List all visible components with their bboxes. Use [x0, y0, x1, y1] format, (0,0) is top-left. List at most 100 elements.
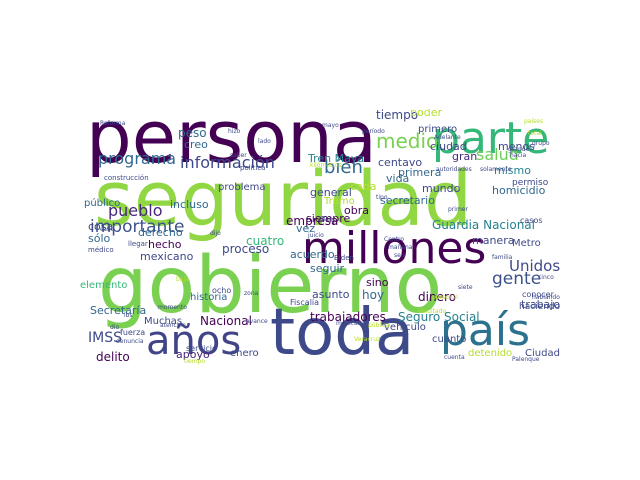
word: cinco — [538, 274, 554, 281]
word: tiempo — [184, 358, 206, 365]
word: país — [440, 305, 531, 356]
word: apoyo — [176, 348, 210, 361]
word: parte — [432, 113, 550, 164]
word: lado — [258, 138, 271, 145]
word: Nacional — [200, 314, 252, 328]
word: Seguro Social — [398, 310, 480, 324]
word: kilómetros — [310, 162, 342, 169]
word: permiso — [512, 178, 549, 188]
word: cuenta — [444, 354, 465, 361]
word: Centro — [384, 236, 405, 243]
word: tiempo — [376, 109, 419, 122]
word: Biden — [334, 254, 354, 262]
word: importante — [90, 217, 185, 237]
word: Muchas — [144, 316, 183, 327]
word: años — [146, 318, 242, 364]
word: Ciudad — [525, 348, 560, 359]
word: medio — [376, 129, 439, 153]
word: personal — [432, 294, 458, 301]
word: países — [524, 118, 544, 125]
word: centavo — [378, 156, 423, 169]
word: Guardia Nacional — [432, 218, 535, 232]
word: vida — [386, 172, 410, 185]
word: seis — [394, 252, 406, 259]
word: médico — [88, 246, 114, 254]
word: IMSS — [88, 330, 122, 346]
word: derecho — [138, 226, 183, 239]
word: baja — [176, 276, 189, 283]
word: cosa — [88, 220, 114, 233]
word: acuerdo — [290, 248, 335, 261]
word: avance — [246, 318, 268, 325]
word: mayo — [322, 122, 339, 129]
word: tipo — [376, 194, 388, 201]
word: información — [180, 153, 275, 172]
word: homicidio — [492, 184, 546, 197]
word: familia — [492, 254, 513, 261]
word: gente — [492, 269, 542, 289]
word: peso — [178, 126, 207, 140]
word: Tramo — [324, 196, 355, 207]
word: Veracruz — [354, 336, 381, 343]
word: saber — [230, 152, 247, 159]
word: ciudad — [430, 140, 467, 153]
word: público — [84, 198, 121, 209]
word: ibs — [124, 312, 133, 319]
word: gran — [452, 150, 478, 163]
word: Unidos — [509, 257, 560, 275]
word: poder — [410, 109, 442, 119]
word: grande — [508, 146, 530, 153]
word: autoridades — [436, 166, 472, 173]
word: dinero — [418, 290, 456, 304]
word: historia — [190, 292, 228, 303]
word: menos — [498, 140, 535, 153]
word: período — [362, 128, 385, 135]
word: primer — [448, 206, 468, 213]
word: mismo — [494, 164, 531, 177]
word: solamente — [480, 166, 512, 173]
word: trabajo — [521, 298, 560, 311]
word: dijo — [210, 230, 221, 237]
word: elemento — [80, 280, 128, 291]
word: política — [240, 164, 266, 172]
word: zona — [244, 290, 259, 297]
word: manera — [472, 234, 515, 247]
word: resultado — [418, 308, 447, 315]
word: bien — [324, 157, 363, 178]
word: creo — [184, 138, 208, 151]
word: vez — [296, 222, 316, 235]
word: siempre — [306, 212, 351, 225]
word: hecho — [148, 238, 182, 251]
word: problema — [218, 182, 266, 193]
word: trabajadores — [310, 310, 386, 324]
word: mañana — [388, 244, 413, 251]
word: enero — [230, 348, 259, 359]
word: seguridad — [94, 154, 473, 243]
word: ocho — [212, 286, 232, 295]
word: asunto — [312, 288, 350, 301]
word: dio — [110, 324, 120, 331]
word: haciendo — [519, 302, 560, 312]
word: proceso — [222, 242, 270, 256]
word: siete — [458, 284, 473, 291]
word: pública — [368, 322, 390, 329]
word: llegar — [128, 240, 148, 248]
word: servicio — [186, 344, 217, 353]
word: hoy — [362, 288, 385, 302]
word: millones — [302, 223, 487, 274]
word: Plan — [320, 216, 333, 223]
word: cada — [350, 180, 377, 193]
word: persona — [86, 109, 377, 179]
word: Palenque — [512, 356, 540, 363]
word: fuerza — [120, 328, 146, 337]
word: primera — [398, 166, 442, 179]
word: hizo — [228, 128, 241, 135]
word: general — [310, 186, 352, 199]
word: mundo — [422, 182, 461, 195]
word: hacia — [510, 152, 527, 159]
word: mexicana — [336, 320, 366, 327]
word: Adelante — [434, 134, 461, 141]
word: cuanto — [432, 334, 467, 345]
word: Secretaría — [90, 304, 147, 317]
word: mexicano — [140, 250, 194, 263]
